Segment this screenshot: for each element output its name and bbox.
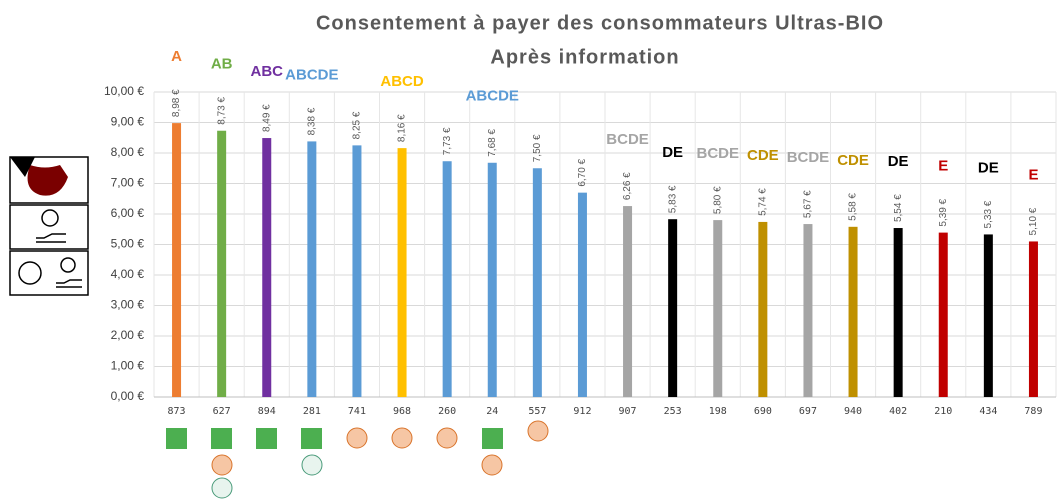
value-label: 5,54 € — [893, 194, 904, 222]
bar — [803, 224, 813, 397]
value-label: 5,80 € — [712, 186, 723, 214]
value-label: 5,83 € — [667, 185, 678, 213]
group-label: E — [1028, 166, 1038, 183]
group-label: A — [171, 48, 182, 65]
bar — [713, 220, 723, 397]
value-label: 5,74 € — [757, 188, 768, 216]
x-tick-label: 940 — [844, 406, 862, 417]
y-tick-label: 1,00 € — [111, 359, 145, 373]
bar — [532, 168, 542, 397]
value-label: 6,26 € — [622, 172, 633, 200]
bar — [307, 141, 317, 397]
x-tick-label: 557 — [528, 406, 546, 417]
bar — [668, 219, 678, 397]
value-label: 8,16 € — [397, 114, 408, 142]
group-label: BCDE — [606, 131, 649, 148]
x-tick-label: 912 — [573, 406, 591, 417]
value-label: 8,98 € — [171, 89, 182, 117]
x-tick-label: 434 — [979, 406, 997, 417]
bar — [442, 161, 452, 397]
bar — [893, 228, 903, 397]
x-tick-label: 907 — [619, 406, 637, 417]
x-tick-label: 198 — [709, 406, 727, 417]
value-label: 5,33 € — [983, 200, 994, 228]
bar — [938, 232, 948, 397]
bar — [262, 138, 272, 397]
value-label: 5,39 € — [938, 198, 949, 226]
y-tick-label: 0,00 € — [111, 389, 145, 403]
chart-title: Consentement à payer des consommateurs U… — [316, 12, 884, 34]
x-tick-label: 697 — [799, 406, 817, 417]
bar — [758, 221, 768, 397]
x-tick-label: 253 — [664, 406, 682, 417]
value-label: 5,58 € — [848, 193, 859, 221]
y-tick-label: 5,00 € — [111, 237, 145, 251]
group-label: BCDE — [696, 145, 739, 162]
x-tick-label: 741 — [348, 406, 366, 417]
certification-icons — [166, 420, 549, 499]
bar — [217, 130, 227, 398]
bar — [172, 123, 182, 398]
bar — [577, 192, 587, 397]
group-label: ABCDE — [466, 88, 519, 105]
x-tick-label: 24 — [486, 406, 498, 417]
bar — [487, 162, 497, 397]
value-label: 5,10 € — [1028, 207, 1039, 235]
x-tick-label: 210 — [934, 406, 952, 417]
x-tick-label: 402 — [889, 406, 907, 417]
legend-icons — [9, 156, 89, 296]
y-tick-label: 2,00 € — [111, 328, 145, 342]
group-label: BCDE — [787, 149, 830, 166]
x-tick-label: 690 — [754, 406, 772, 417]
value-label: 8,38 € — [306, 107, 317, 135]
x-tick-label: 627 — [213, 406, 231, 417]
group-label: ABC — [251, 63, 284, 80]
y-tick-label: 9,00 € — [111, 115, 145, 129]
y-tick-label: 8,00 € — [111, 145, 145, 159]
value-label: 7,50 € — [532, 134, 543, 162]
y-tick-label: 7,00 € — [111, 176, 145, 190]
bar — [623, 206, 633, 397]
x-tick-label: 968 — [393, 406, 411, 417]
bar — [1028, 241, 1038, 397]
x-tick-label: 281 — [303, 406, 321, 417]
value-label: 5,67 € — [803, 190, 814, 218]
group-label: DE — [888, 153, 909, 170]
y-tick-label: 3,00 € — [111, 298, 145, 312]
group-label: CDE — [837, 152, 869, 169]
group-label: DE — [978, 159, 999, 176]
bar — [848, 226, 858, 397]
group-label: CDE — [747, 147, 779, 164]
chart-subtitle: Après information — [490, 46, 679, 68]
x-tick-label: 789 — [1024, 406, 1042, 417]
value-label: 6,70 € — [577, 158, 588, 186]
value-label: 8,25 € — [352, 111, 363, 139]
value-label: 7,68 € — [487, 129, 498, 157]
x-tick-label: 894 — [258, 406, 276, 417]
group-label: ABCD — [380, 73, 423, 90]
group-label: DE — [662, 144, 683, 161]
group-label: AB — [211, 56, 233, 73]
bar — [983, 234, 993, 397]
value-label: 8,73 € — [216, 96, 227, 124]
bar — [352, 145, 362, 397]
value-label: 7,73 € — [442, 127, 453, 155]
group-label: ABCDE — [285, 66, 338, 83]
value-label: 8,49 € — [261, 104, 272, 132]
x-tick-label: 260 — [438, 406, 456, 417]
x-tick-label: 873 — [168, 406, 186, 417]
y-tick-label: 6,00 € — [111, 206, 145, 220]
group-label: E — [938, 158, 948, 175]
y-tick-label: 10,00 € — [104, 84, 144, 98]
y-tick-label: 4,00 € — [111, 267, 145, 281]
bar — [397, 148, 407, 397]
